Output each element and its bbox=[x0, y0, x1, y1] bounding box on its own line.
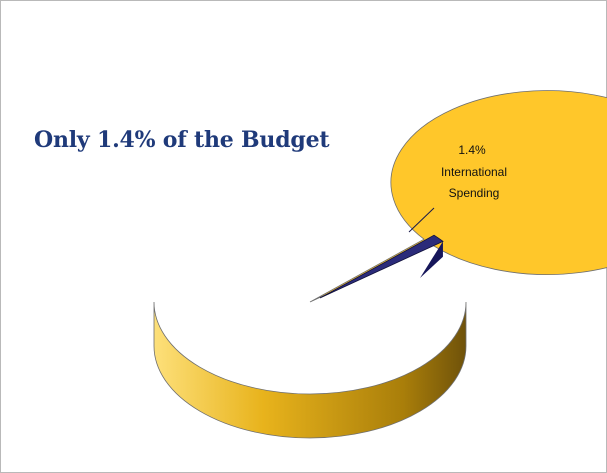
slice-name-line1: International bbox=[441, 165, 507, 179]
pie-side-wall bbox=[153, 301, 467, 439]
pie-slice-international bbox=[319, 234, 444, 299]
slide-title: Only 1.4% of the Budget bbox=[34, 127, 330, 153]
pie-slice-main bbox=[309, 90, 607, 303]
leader-line bbox=[408, 207, 435, 233]
slice-value-label: 1.4% bbox=[458, 143, 486, 157]
slice-name-line2: Spending bbox=[449, 186, 500, 200]
pie-slice-international-side bbox=[420, 241, 443, 278]
